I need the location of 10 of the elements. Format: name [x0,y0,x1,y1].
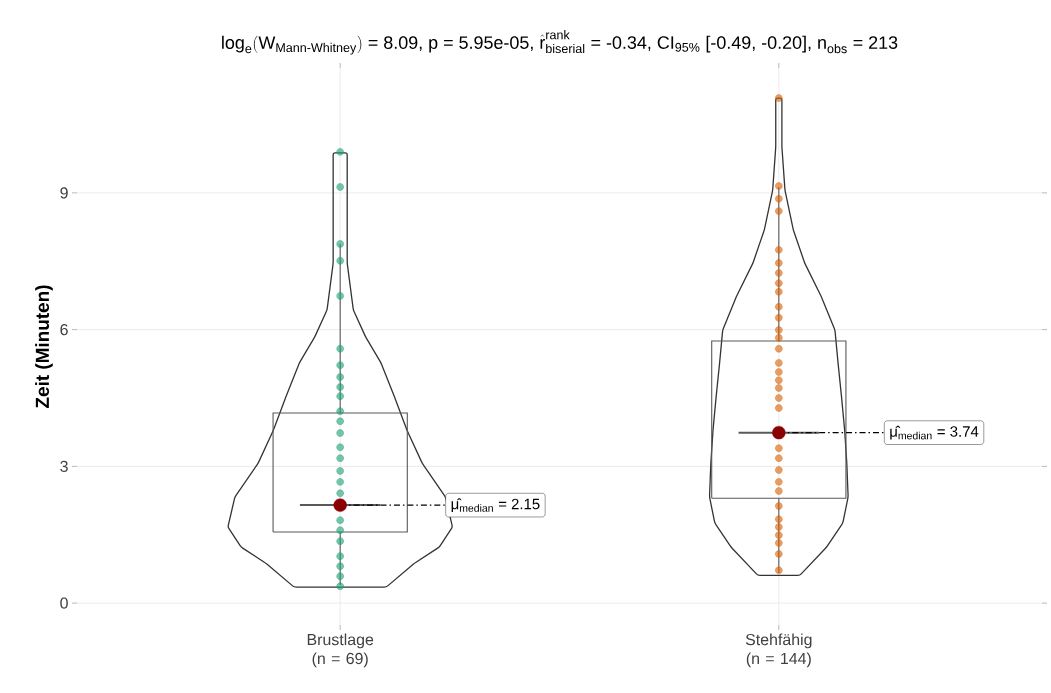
y-tick-label: 3 [60,460,68,473]
y-tick-label: 6 [60,323,68,336]
y-tick-label: 9 [60,187,68,199]
y-tick-label: 0 [60,597,68,609]
x-tick-label: Brustlage (n = 69) [307,633,374,668]
chart-title: $\text{log}_{\text{e}}(\text{W}_{\text{Mann-Whitney}})\text{ = 8.09, p = 5.95e-05, }\hat{\text{r}}^{\text{rank}}_{\text{biserial}}\text{ = -0.34, CI}_{\text{95\%}}\text{ [-0.49, -0.20], n}_{\text{obs}}\text{ = 213}$ [222,30,898,55]
x-tick-label: Stehfähig (n = 144) [745,633,812,668]
y-axis-title: Zeit (Minuten) [35,285,53,408]
annotation: μ̂$_{median}$ = 2.15 [451,498,540,512]
annotation: μ̂$_{median}$ = 3.74 [890,425,979,440]
